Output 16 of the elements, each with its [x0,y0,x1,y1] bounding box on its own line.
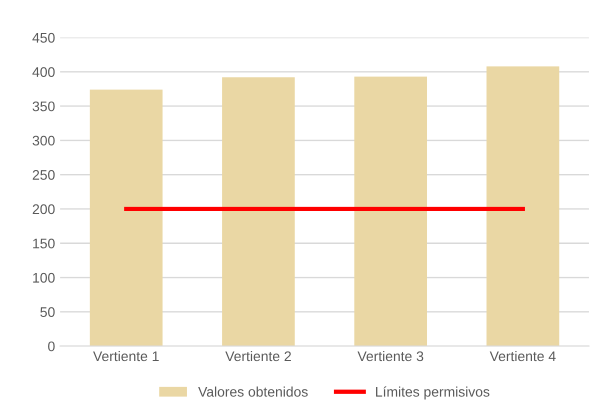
y-tick-label: 450 [32,32,55,43]
x-tick-label: Vertiente 4 [490,350,556,362]
x-tick-label: Vertiente 2 [225,350,291,362]
legend-label: Valores obtenidos [198,386,308,397]
x-tick-label: Vertiente 3 [358,350,424,362]
y-tick-label: 150 [33,238,55,248]
y-tick-label: 200 [32,204,55,214]
y-tick-label: 300 [32,136,55,146]
legend-label: Límites permisivos [376,386,490,400]
y-tick-label: 250 [32,170,55,180]
y-tick-label: 0 [48,341,55,352]
y-tick-label: 350 [32,101,55,112]
y-tick-label: 400 [32,67,55,77]
x-tick-label: Vertiente 1 [93,350,159,362]
y-tick-label: 50 [40,307,55,317]
y-tick-label: 100 [33,272,55,283]
